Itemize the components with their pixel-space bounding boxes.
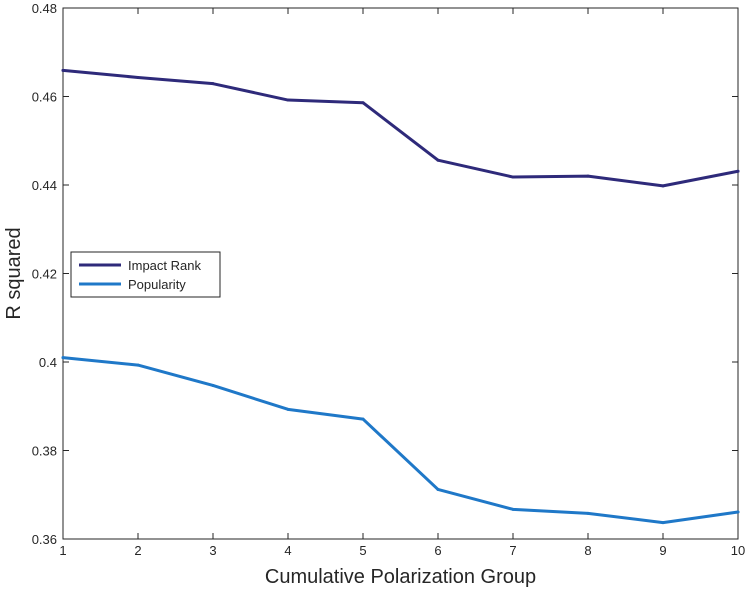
x-axis-label: Cumulative Polarization Group xyxy=(265,566,536,588)
data-point xyxy=(661,521,665,525)
data-point xyxy=(61,356,65,360)
x-tick-label: 7 xyxy=(509,543,516,558)
data-point xyxy=(736,169,740,173)
series-line-1 xyxy=(61,68,740,188)
x-tick-label: 3 xyxy=(209,543,216,558)
data-point xyxy=(361,417,365,421)
y-tick-label: 0.4 xyxy=(39,355,57,370)
data-point xyxy=(436,487,440,491)
data-point xyxy=(511,507,515,511)
legend: Impact Rank Popularity xyxy=(70,251,221,298)
data-point xyxy=(436,158,440,162)
data-point xyxy=(586,174,590,178)
x-tick-label: 1 xyxy=(59,543,66,558)
legend-label: Impact Rank xyxy=(128,258,201,273)
data-point xyxy=(211,82,215,86)
x-tick-label: 5 xyxy=(359,543,366,558)
data-point xyxy=(286,407,290,411)
x-axis: 1 2 3 4 5 6 7 8 9 10 xyxy=(59,8,745,558)
x-tick-label: 8 xyxy=(584,543,591,558)
y-tick-label: 0.38 xyxy=(32,444,57,459)
series-layer xyxy=(61,68,740,525)
x-tick-label: 9 xyxy=(659,543,666,558)
data-point xyxy=(211,383,215,387)
x-tick-label: 4 xyxy=(284,543,291,558)
legend-label: Popularity xyxy=(128,277,186,292)
data-point xyxy=(361,101,365,105)
y-tick-label: 0.44 xyxy=(32,178,57,193)
legend-box xyxy=(70,251,221,298)
y-axis: 0.36 0.38 0.4 0.42 0.44 0.46 0.48 xyxy=(32,1,738,547)
data-point xyxy=(286,98,290,102)
y-axis-label: R squared xyxy=(3,227,25,319)
data-point xyxy=(136,75,140,79)
data-point xyxy=(511,175,515,179)
series-line-2 xyxy=(61,356,740,525)
x-tick-label: 6 xyxy=(434,543,441,558)
y-tick-label: 0.36 xyxy=(32,532,57,547)
data-point xyxy=(736,510,740,514)
data-point xyxy=(61,68,65,72)
data-point xyxy=(136,363,140,367)
y-tick-label: 0.42 xyxy=(32,267,57,282)
y-tick-label: 0.46 xyxy=(32,90,57,105)
data-point xyxy=(661,184,665,188)
x-tick-label: 2 xyxy=(134,543,141,558)
data-point xyxy=(586,511,590,515)
y-tick-label: 0.48 xyxy=(32,1,57,16)
x-tick-label: 10 xyxy=(731,543,745,558)
